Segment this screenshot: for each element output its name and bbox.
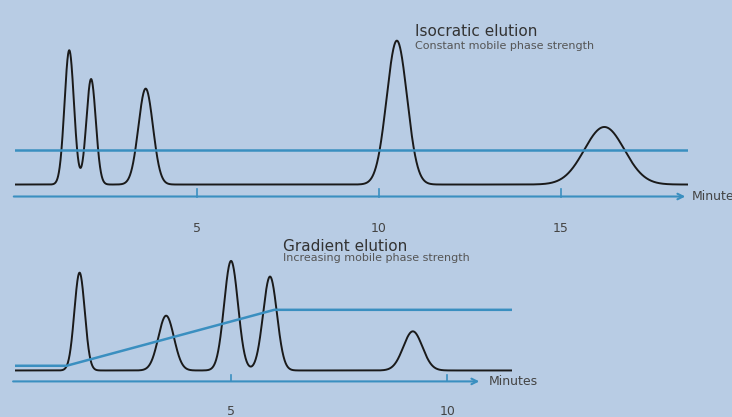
- Text: Increasing mobile phase strength: Increasing mobile phase strength: [283, 253, 470, 263]
- Text: Constant mobile phase strength: Constant mobile phase strength: [415, 41, 594, 50]
- Text: Isocratic elution: Isocratic elution: [415, 24, 537, 39]
- Text: Minutes: Minutes: [488, 375, 538, 388]
- Text: Minutes: Minutes: [692, 190, 732, 203]
- Text: Gradient elution: Gradient elution: [283, 239, 407, 254]
